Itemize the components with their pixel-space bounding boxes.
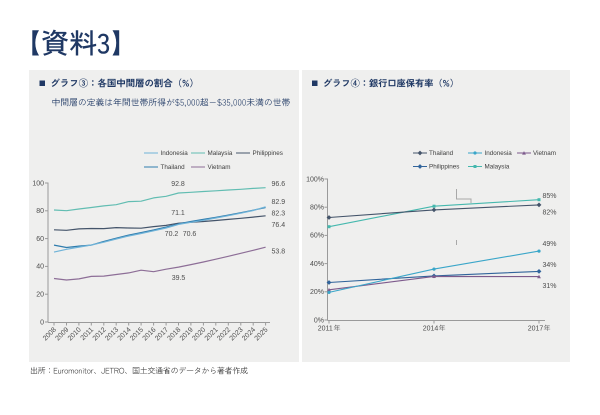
svg-text:70.6: 70.6 (183, 231, 197, 238)
svg-text:34%: 34% (543, 262, 557, 269)
svg-text:20%: 20% (310, 289, 324, 296)
svg-text:100%: 100% (306, 176, 324, 183)
svg-text:Indonesia: Indonesia (161, 150, 189, 157)
svg-text:2011: 2011 (318, 326, 333, 333)
svg-text:31%: 31% (543, 283, 557, 290)
svg-text:2014: 2014 (423, 326, 439, 333)
svg-text:2017: 2017 (528, 326, 544, 333)
svg-text:Vietnam: Vietnam (208, 164, 231, 171)
svg-text:40%: 40% (310, 261, 324, 268)
svg-text:Thailand: Thailand (161, 164, 186, 171)
svg-text:76.4: 76.4 (272, 222, 286, 229)
svg-text:100: 100 (32, 180, 44, 187)
svg-text:0: 0 (40, 319, 44, 326)
svg-text:Malaysia: Malaysia (208, 150, 233, 157)
svg-text:49%: 49% (543, 241, 557, 248)
svg-text:Malaysia: Malaysia (485, 164, 510, 171)
svg-text:92.8: 92.8 (171, 181, 185, 188)
svg-text:0%: 0% (314, 317, 324, 324)
svg-text:71.1: 71.1 (171, 210, 185, 217)
svg-text:Indonesia: Indonesia (485, 150, 513, 157)
svg-text:53.8: 53.8 (272, 248, 286, 255)
svg-text:39.5: 39.5 (172, 275, 186, 282)
svg-text:85%: 85% (543, 193, 557, 200)
svg-text:60%: 60% (310, 233, 324, 240)
svg-text:60: 60 (36, 236, 44, 243)
svg-text:Philippines: Philippines (429, 164, 459, 171)
svg-text:80: 80 (36, 208, 44, 215)
svg-text:82.3: 82.3 (272, 210, 286, 217)
svg-text:82.9: 82.9 (272, 199, 286, 206)
svg-text:Philippines: Philippines (253, 150, 283, 157)
svg-text:Vietnam: Vietnam (533, 150, 556, 157)
svg-text:Thailand: Thailand (429, 150, 454, 157)
svg-text:70.2: 70.2 (165, 231, 179, 238)
svg-text:96.6: 96.6 (272, 181, 286, 188)
svg-text:80%: 80% (310, 205, 324, 212)
svg-text:82%: 82% (543, 209, 557, 216)
svg-text:20: 20 (36, 292, 44, 299)
svg-text:40: 40 (36, 264, 44, 271)
